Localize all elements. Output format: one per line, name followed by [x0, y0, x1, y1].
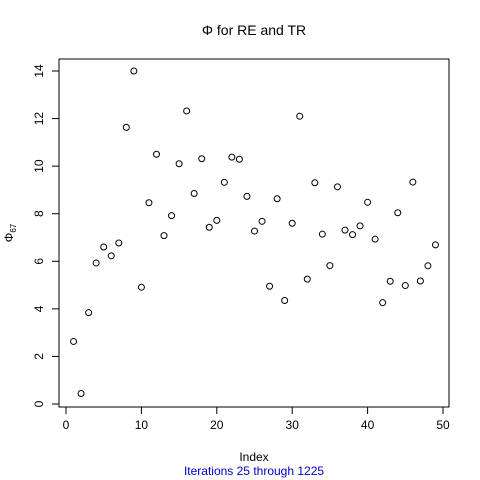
- data-point: [364, 198, 372, 206]
- data-point: [175, 160, 183, 168]
- y-tick-label: 14: [32, 64, 46, 78]
- data-point: [431, 241, 439, 249]
- data-point: [77, 390, 85, 398]
- y-tick-label: 12: [32, 112, 46, 126]
- plot-frame: [58, 58, 450, 408]
- y-tick-label: 0: [32, 400, 46, 407]
- data-point: [273, 195, 281, 203]
- data-point: [92, 259, 100, 267]
- data-point: [251, 227, 258, 235]
- data-point: [183, 107, 191, 115]
- data-point: [288, 219, 296, 227]
- x-axis: 0 10 20 30 40 50: [63, 406, 450, 432]
- data-point: [349, 231, 357, 239]
- data-point: [424, 262, 432, 270]
- y-tick-label: 4: [32, 305, 46, 312]
- data-point: [70, 337, 78, 345]
- data-point: [228, 153, 236, 161]
- data-point: [160, 232, 168, 240]
- data-point: [145, 199, 153, 207]
- data-point: [235, 155, 243, 163]
- chart-title: Φ for RE and TR: [202, 22, 306, 38]
- y-tick-label: 2: [32, 353, 46, 360]
- data-point: [311, 179, 319, 187]
- data-point: [296, 112, 304, 120]
- data-point: [85, 309, 93, 317]
- x-axis-label: Index: [239, 450, 268, 464]
- data-point: [341, 226, 349, 234]
- data-point: [198, 155, 206, 163]
- x-tick-label: 20: [210, 418, 224, 432]
- data-point: [333, 183, 341, 191]
- data-point: [100, 243, 108, 251]
- data-point: [190, 189, 198, 197]
- y-tick-label: 6: [32, 258, 46, 265]
- y-axis: 0 2 4 6 8 10 12 14: [32, 64, 60, 407]
- data-point: [115, 239, 123, 247]
- data-point: [168, 212, 176, 220]
- chart-subtitle: Iterations 25 through 1225: [184, 464, 324, 478]
- data-point: [205, 223, 213, 231]
- data-point: [318, 230, 326, 238]
- y-axis-label-subscript: 67: [9, 223, 18, 232]
- x-tick-label: 30: [286, 418, 300, 432]
- data-point: [394, 209, 402, 217]
- data-point: [379, 299, 387, 307]
- y-tick-label: 8: [32, 210, 46, 217]
- data-point: [258, 217, 266, 225]
- x-tick-label: 50: [436, 418, 450, 432]
- data-point: [409, 178, 417, 186]
- y-axis-label: Φ67: [2, 223, 18, 242]
- y-tick-label: 10: [32, 159, 46, 173]
- data-points: [70, 67, 439, 398]
- data-point: [266, 282, 274, 290]
- data-point: [386, 277, 394, 285]
- x-tick-label: 10: [135, 418, 149, 432]
- data-point: [107, 252, 115, 260]
- y-axis-label-symbol: Φ: [2, 233, 16, 243]
- data-point: [213, 216, 221, 224]
- data-point: [401, 282, 409, 290]
- data-point: [220, 178, 228, 186]
- data-point: [130, 67, 138, 75]
- data-point: [122, 123, 130, 131]
- data-point: [152, 150, 160, 158]
- data-point: [281, 297, 289, 305]
- data-point: [243, 192, 251, 200]
- data-point: [303, 275, 311, 283]
- data-point: [326, 262, 334, 270]
- x-tick-label: 40: [361, 418, 375, 432]
- data-point: [416, 277, 424, 285]
- x-tick-label: 0: [63, 418, 70, 432]
- data-point: [137, 283, 145, 291]
- data-point: [371, 235, 379, 243]
- data-point: [356, 222, 364, 230]
